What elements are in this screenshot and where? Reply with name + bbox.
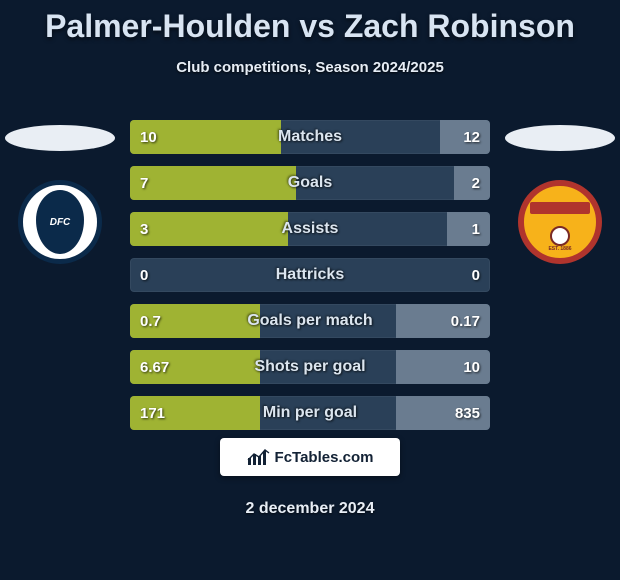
- left-oval-shadow: [5, 125, 115, 151]
- bar-chart-icon: [247, 448, 271, 466]
- right-oval-shadow: [505, 125, 615, 151]
- page-title: Palmer-Houlden vs Zach Robinson: [0, 0, 620, 45]
- stat-label: Hattricks: [130, 258, 490, 292]
- bar-left-fill: [130, 304, 260, 338]
- stat-value-right: 0: [472, 258, 480, 292]
- bar-right-fill: [396, 350, 490, 384]
- crest-left-text: DFC: [50, 217, 71, 228]
- stat-row: Assists31: [130, 212, 490, 246]
- football-icon: [550, 226, 570, 246]
- comparison-date: 2 december 2024: [0, 500, 620, 518]
- shield-icon: DFC: [36, 190, 84, 254]
- stat-row: Hattricks0 0: [130, 258, 490, 292]
- stat-row: Goals per match0.70.17: [130, 304, 490, 338]
- crest-band-icon: [530, 202, 590, 214]
- stat-value-left: 0: [140, 258, 148, 292]
- bar-right-fill: [440, 120, 490, 154]
- crest-right-est: EST. 1886: [530, 246, 590, 252]
- footer-brand-text: FcTables.com: [275, 449, 374, 466]
- stat-row: Goals72: [130, 166, 490, 200]
- stat-row: Shots per goal6.6710: [130, 350, 490, 384]
- bar-left-fill: [130, 396, 260, 430]
- bar-right-fill: [447, 212, 490, 246]
- bar-left-fill: [130, 212, 288, 246]
- bar-right-fill: [396, 304, 490, 338]
- bar-right-fill: [396, 396, 490, 430]
- right-club-crest: EST. 1886: [518, 180, 602, 264]
- bar-left-fill: [130, 120, 281, 154]
- stat-row: Matches1012: [130, 120, 490, 154]
- footer-brand-badge: FcTables.com: [220, 438, 400, 476]
- comparison-bars: Matches1012 Goals72 Assists31 Hattricks0 0 Go…: [130, 120, 490, 442]
- bar-right-fill: [454, 166, 490, 200]
- bar-left-fill: [130, 350, 260, 384]
- bar-left-fill: [130, 166, 296, 200]
- crest-right-graphic: EST. 1886: [530, 192, 590, 252]
- stat-row: Min per goal171835: [130, 396, 490, 430]
- left-club-crest: DFC: [18, 180, 102, 264]
- subtitle: Club competitions, Season 2024/2025: [0, 59, 620, 76]
